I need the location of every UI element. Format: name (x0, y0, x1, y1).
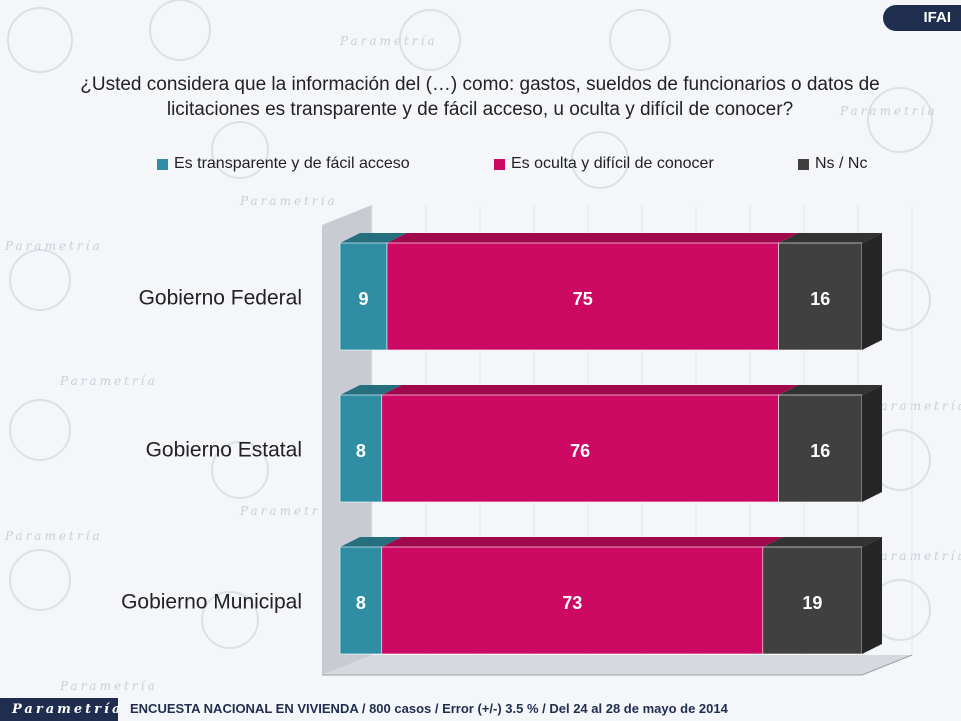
data-label: 75 (573, 289, 593, 309)
bar-segment (778, 242, 863, 351)
svg-text:Parametría: Parametría (339, 34, 438, 48)
svg-text:Parametría: Parametría (59, 374, 158, 388)
brand-logo: Parametría (0, 698, 120, 721)
legend-label: Ns / Nc (815, 155, 868, 172)
chart-question-title: ¿Usted considera que la información del … (80, 74, 880, 120)
plot-floor (322, 655, 912, 675)
svg-text:Parametría: Parametría (239, 194, 338, 208)
bar-segment (381, 546, 764, 655)
data-label: 76 (570, 441, 590, 461)
data-label: 16 (810, 289, 830, 309)
legend-item-nsnc: Ns / Nc (798, 155, 867, 173)
data-label: 73 (562, 593, 582, 613)
svg-text:Parametría: Parametría (59, 679, 158, 693)
bar-segment (778, 394, 863, 503)
legend-item-transparente: Es transparente y de fácil acceso (157, 155, 410, 173)
data-label: 8 (356, 593, 366, 613)
legend-swatch (157, 158, 168, 170)
bar-segment (381, 394, 779, 503)
legend-label: Es oculta y difícil de conocer (511, 155, 714, 172)
legend-swatch (494, 158, 505, 170)
client-tag: IFAI (883, 5, 961, 31)
bar-segment-top (386, 233, 799, 243)
svg-text:Parametría: Parametría (4, 239, 103, 253)
plot-floor-edge-right (861, 654, 913, 676)
bar-segment (762, 546, 863, 655)
data-label: 16 (810, 441, 830, 461)
bar-segment-top (340, 385, 402, 395)
bar-segment (339, 394, 383, 503)
bar-segment-top (778, 233, 882, 243)
legend-label: Es transparente y de fácil acceso (174, 155, 410, 172)
bar-segment-top (381, 385, 799, 395)
bar-segment-side (862, 385, 882, 502)
legend-swatch (798, 158, 809, 170)
svg-text:Parametría: Parametría (869, 549, 961, 563)
category-label: Gobierno Estatal (146, 439, 302, 462)
bar-segment-side (862, 537, 882, 654)
svg-text:Parametría: Parametría (839, 104, 938, 118)
data-label: 9 (358, 289, 368, 309)
chart-legend: Es transparente y de fácil acceso Es ocu… (0, 155, 961, 175)
svg-text:Parametría: Parametría (239, 504, 338, 518)
category-label: Gobierno Municipal (121, 591, 302, 614)
svg-text:Parametría: Parametría (869, 399, 961, 413)
category-label: Gobierno Federal (139, 287, 302, 310)
data-label: 19 (802, 593, 822, 613)
svg-text:Parametría: Parametría (4, 529, 103, 543)
bar-segment-top (778, 385, 882, 395)
bar-segment-top (340, 233, 407, 243)
footer: Parametría ENCUESTA NACIONAL EN VIVIENDA… (0, 698, 961, 721)
bar-segment-side (862, 233, 882, 350)
bar-segment-top (340, 537, 402, 547)
bar-segment-top (762, 537, 882, 547)
data-label: 8 (356, 441, 366, 461)
survey-note: ENCUESTA NACIONAL EN VIVIENDA / 800 caso… (130, 701, 728, 716)
bar-segment (339, 546, 383, 655)
legend-item-oculta: Es oculta y difícil de conocer (494, 155, 714, 173)
bar-segment-top (381, 537, 783, 547)
